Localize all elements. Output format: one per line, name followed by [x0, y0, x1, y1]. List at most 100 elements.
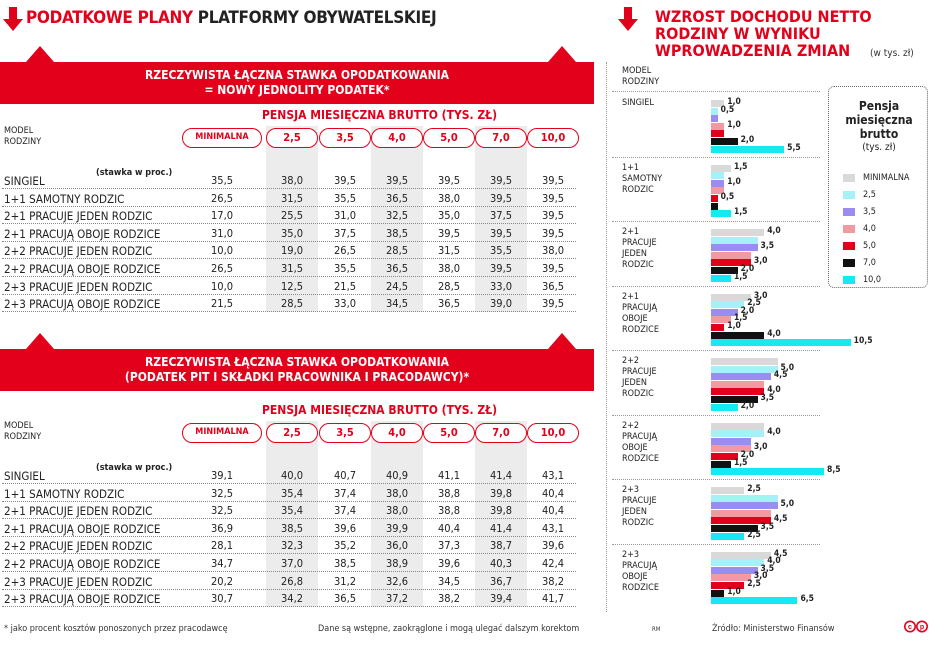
- legend-title: Pensja miesięczna brutto (tys. zł): [841, 99, 917, 155]
- table1-cell: 19,0: [280, 244, 304, 258]
- table2-cell: 43,1: [541, 521, 565, 535]
- table1-cell: 36,5: [437, 297, 461, 311]
- bar-label: 8,5: [827, 465, 841, 476]
- bar-label: 3,5: [760, 563, 775, 574]
- table2-cell: 40,7: [333, 469, 357, 482]
- chart-model-line2: RODZINY: [622, 77, 660, 87]
- table1-row-label: 2+2 PRACUJĄ OBOJE RODZICE: [4, 262, 161, 276]
- table1-cell: 37,5: [489, 209, 513, 223]
- legend-label: 10,0: [863, 274, 882, 285]
- table2-col-header: 3,5: [319, 423, 371, 443]
- table1-model-line1: MODEL: [4, 126, 34, 136]
- bar-mark: [711, 525, 758, 532]
- chart-model-label: MODEL RODZINY: [622, 66, 659, 88]
- table1-table-row: [2, 260, 576, 277]
- table1-cell: 38,0: [280, 174, 304, 187]
- group-separator: [612, 156, 820, 158]
- table1-cell: 39,5: [541, 226, 565, 240]
- table2-col-header: 10,0: [527, 423, 579, 443]
- bar-label: 4,5: [773, 370, 788, 381]
- legend-swatch: [843, 173, 855, 182]
- chart-title-line2: RODZINY W WYNIKU: [655, 24, 821, 43]
- table1-cell: 39,5: [541, 262, 565, 275]
- group-label: PRACUJE: [622, 496, 657, 506]
- table1-col-bg: [266, 126, 318, 312]
- table1-col-header: 2,5: [266, 128, 318, 148]
- bar-mark: [711, 373, 771, 381]
- table2-cell: 40,4: [541, 504, 565, 518]
- bar-label: 1,0: [727, 176, 741, 187]
- banner-tip-right: [548, 46, 576, 62]
- table1-cell: 39,5: [541, 209, 565, 223]
- table2-cell: 30,7: [210, 592, 234, 606]
- table1-table-row: [2, 172, 576, 189]
- bar-mark: [711, 532, 745, 540]
- bar-label: 3,0: [753, 290, 768, 301]
- group-label: 1+1: [622, 162, 640, 173]
- table1-cell: 21,5: [333, 279, 357, 293]
- bar-mark: [711, 589, 725, 597]
- bar-mark: [711, 274, 731, 282]
- table1-table-row: [2, 278, 576, 295]
- bar-label: 1,0: [727, 320, 741, 331]
- down-arrow-icon: [3, 7, 23, 31]
- legend-swatch: [843, 190, 855, 199]
- table2-cell: 32,5: [210, 486, 234, 500]
- table2-cell: 28,1: [210, 539, 234, 553]
- group-label: 2+2: [622, 420, 640, 431]
- legend-label: 4,0: [863, 223, 876, 234]
- bar-mark: [711, 130, 725, 138]
- group-label: 2+3: [622, 485, 640, 495]
- group-label: PRACUJĄ: [622, 302, 658, 313]
- group-label: PRACUJE: [622, 367, 657, 377]
- table1-cell: 39,5: [541, 191, 565, 205]
- legend-title-line1: Pensja: [858, 99, 900, 113]
- bar-mark: [711, 122, 725, 130]
- legend-item: 4,0: [843, 220, 909, 237]
- chart-title: WZROST DOCHODU NETTO RODZINY W WYNIKU WP…: [655, 8, 872, 59]
- legend-title-line4: (tys. zł): [862, 142, 896, 153]
- bar-mark: [711, 308, 738, 316]
- bar-mark: [711, 323, 725, 331]
- bar-mark: [711, 100, 725, 107]
- table2-table-row: [2, 520, 576, 537]
- bar-mark: [711, 468, 825, 476]
- table1-table-row: [2, 190, 576, 207]
- banner-tip-left: [26, 46, 54, 62]
- bar-mark: [711, 251, 751, 259]
- group-label: RODZICE: [622, 324, 659, 335]
- table2-cell: 36,9: [210, 521, 234, 535]
- table2-cell: 39,4: [489, 592, 513, 606]
- bar-mark: [711, 509, 771, 517]
- legend-swatch: [843, 224, 855, 233]
- group-label: PRACUJĄ: [622, 560, 658, 571]
- group-label: JEDEN: [622, 507, 647, 517]
- table1-table-row: [2, 295, 576, 313]
- table2-cell: 37,4: [333, 486, 357, 500]
- table1-cell: 31,5: [280, 191, 304, 205]
- bar-mark: [711, 164, 731, 172]
- bar-mark: [711, 430, 765, 438]
- table1-col-header: 3,5: [319, 128, 371, 148]
- table1-cell: 35,5: [210, 174, 234, 187]
- bar-mark: [711, 487, 745, 494]
- table1-cell: 39,5: [541, 174, 565, 187]
- bar-mark: [711, 267, 738, 274]
- bar-mark: [711, 115, 718, 123]
- table1-cell: 12,5: [280, 279, 304, 293]
- table2-cell: 32,5: [210, 504, 234, 518]
- group-label: 2+1: [622, 227, 640, 237]
- table2-cell: 40,4: [541, 486, 565, 500]
- bar-mark: [711, 380, 765, 388]
- legend-title-line3: brutto: [859, 127, 899, 141]
- bar-label: 5,0: [780, 362, 795, 373]
- table1-banner-line2: = NOWY JEDNOLITY PODATEK*: [204, 83, 390, 97]
- banner-tip-left-2: [26, 333, 54, 349]
- bar-mark: [711, 494, 778, 502]
- table2-pensja: PENSJA MIESIĘCZNA BRUTTO (TYS. ZŁ): [262, 403, 498, 417]
- bar-mark: [711, 179, 725, 187]
- table1-col-bg: [371, 126, 423, 312]
- table2-table-row: [2, 590, 576, 608]
- table1-cell: 36,5: [385, 262, 409, 275]
- bar-label: 10,5: [853, 336, 873, 347]
